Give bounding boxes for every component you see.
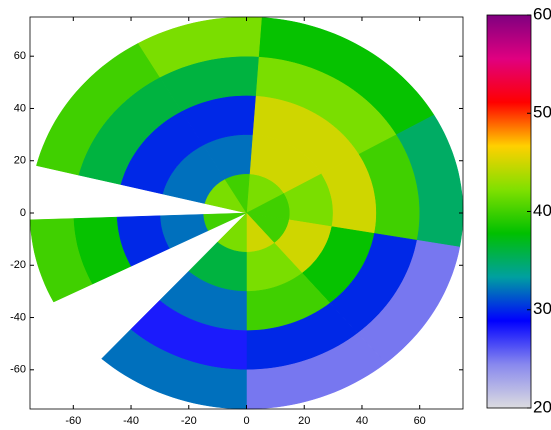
- plot-area: -60 -40 -20 0 20 40 60 -60 -40 -20 0 20 40 60: [10, 17, 463, 427]
- colorbar-tick-label: 40: [533, 201, 551, 220]
- y-tick-label: 20: [14, 155, 26, 167]
- x-tick-label: 20: [298, 415, 310, 427]
- colorbar-tick-label: 60: [533, 4, 551, 23]
- y-tick-label: -60: [10, 364, 26, 376]
- x-tick-label: -60: [65, 415, 81, 427]
- y-tick-label: 0: [20, 207, 26, 219]
- x-tick-label: -40: [123, 415, 139, 427]
- y-tick-label: -20: [10, 259, 26, 271]
- colorbar-tick-label: 30: [533, 299, 551, 318]
- y-tick-label: 40: [14, 102, 26, 114]
- colorbar: 20 30 40 50 60: [487, 4, 551, 416]
- radar-cell: [160, 214, 208, 248]
- colorbar-tick-label: 20: [533, 397, 551, 416]
- colorbar-tick-label: 50: [533, 103, 551, 122]
- x-tick-label: 60: [414, 415, 426, 427]
- x-tick-label: -20: [181, 415, 197, 427]
- x-tick-label: 40: [356, 415, 368, 427]
- y-tick-label: 60: [14, 50, 26, 62]
- y-tick-label: -40: [10, 311, 26, 323]
- chart: -60 -40 -20 0 20 40 60 -60 -40 -20 0 20 40 60 20 30 40 5…: [0, 0, 551, 430]
- x-tick-label: 0: [243, 415, 249, 427]
- colorbar-fill: [487, 15, 531, 408]
